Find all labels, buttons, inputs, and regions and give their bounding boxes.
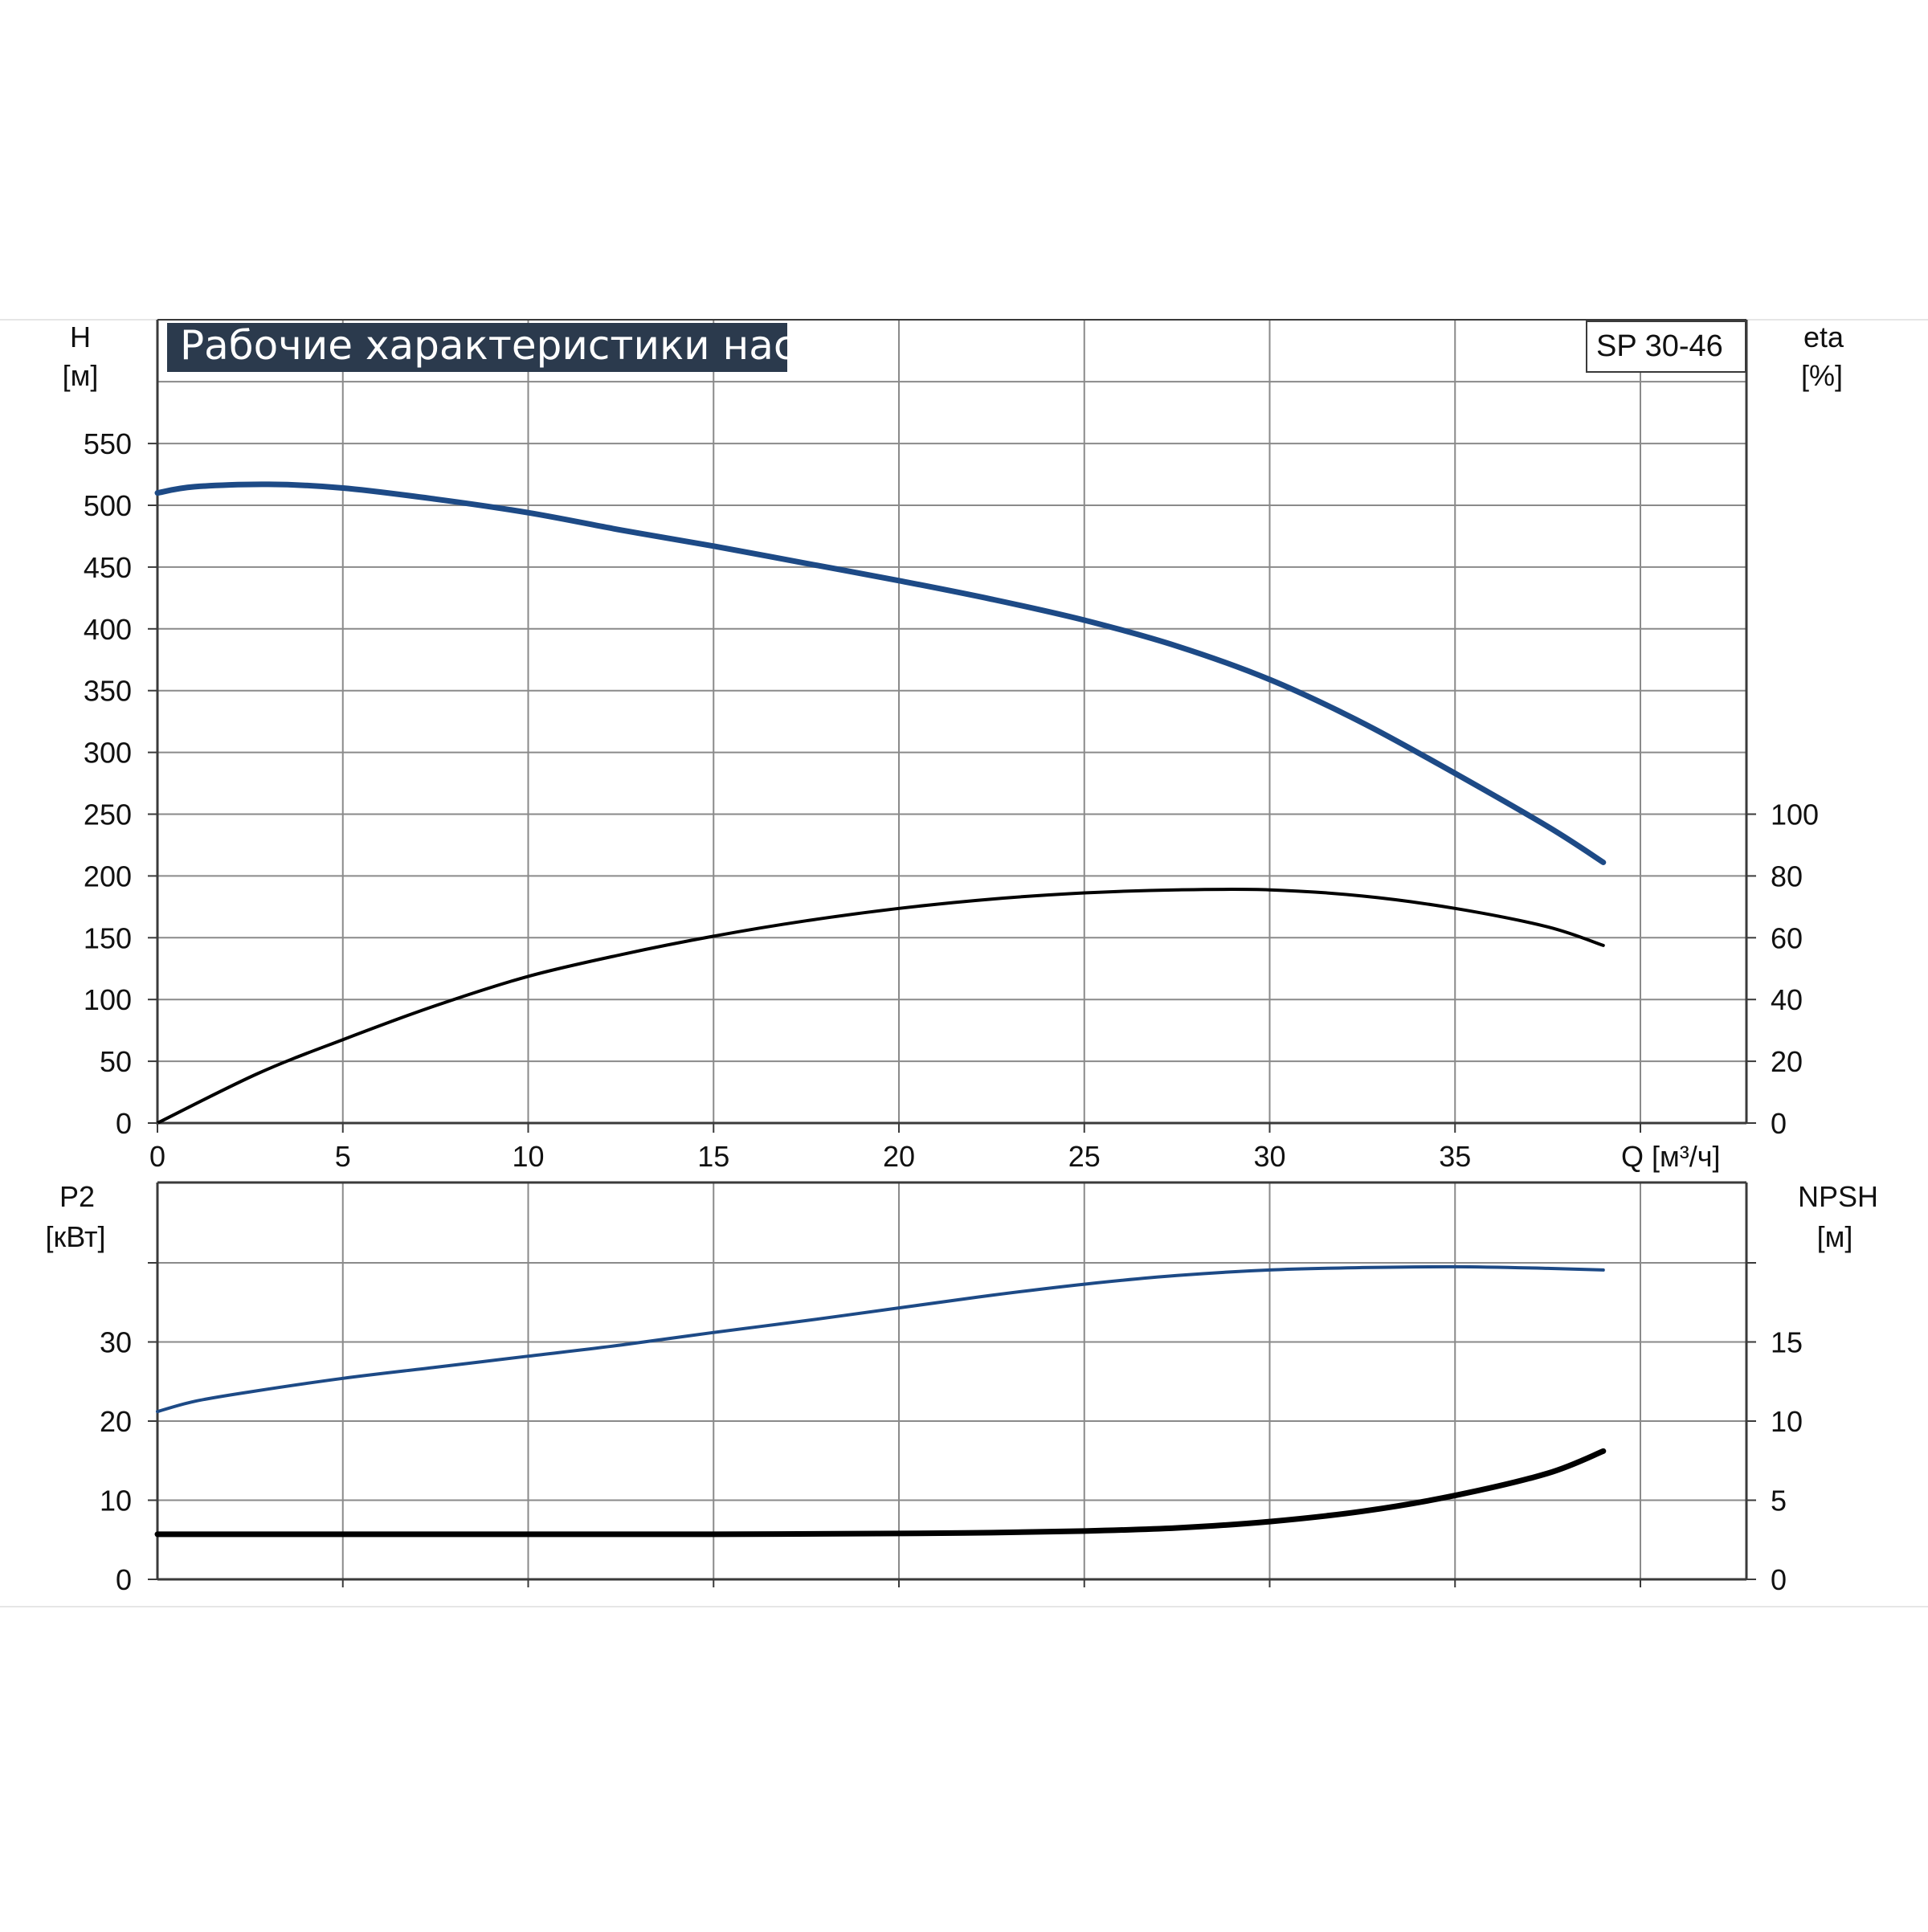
x-tick-label: 5 (335, 1140, 351, 1173)
axes-labels: 0501001502002503003504004505005500204060… (45, 321, 1878, 1596)
y-right-tick-label: 80 (1771, 860, 1803, 892)
y-right-tick-label: 20 (1771, 1045, 1803, 1078)
y-right-tick-label: 0 (1771, 1107, 1787, 1140)
x-tick-label: 30 (1253, 1140, 1285, 1173)
series-P2-line (156, 1264, 1605, 1414)
x-tick-label: 25 (1068, 1140, 1101, 1173)
x-axis-label: Q [м³/ч] (1621, 1140, 1721, 1173)
title-background (167, 323, 787, 372)
x-tick-label: 15 (697, 1140, 729, 1173)
x-tick-label: 35 (1439, 1140, 1471, 1173)
y-left-axis-label: P2 (59, 1180, 95, 1213)
y-right-tick-label: 15 (1771, 1326, 1803, 1359)
series-eta-line (156, 887, 1605, 1125)
model-label: SP 30-46 (1596, 329, 1723, 363)
y-left-tick-label: 100 (84, 983, 132, 1016)
y-left-tick-label: 30 (100, 1326, 132, 1359)
y-left-axis-unit: [кВт] (45, 1220, 105, 1253)
y-right-tick-label: 0 (1771, 1563, 1787, 1596)
series-NPSH-line (154, 1448, 1607, 1538)
y-left-tick-label: 50 (100, 1045, 132, 1078)
y-right-tick-label: 100 (1771, 799, 1819, 831)
y-right-axis-label: NPSH (1798, 1180, 1878, 1213)
chart-title: Рабочие характеристики насоса (180, 322, 867, 369)
y-left-tick-label: 350 (84, 675, 132, 708)
y-right-axis-label: eta (1803, 321, 1844, 353)
y-left-axis-unit: [м] (63, 359, 99, 392)
y-right-tick-label: 5 (1771, 1485, 1787, 1517)
y-left-tick-label: 250 (84, 799, 132, 831)
x-tick-label: 20 (883, 1140, 915, 1173)
y-left-tick-label: 500 (84, 489, 132, 522)
y-right-axis-unit: [%] (1801, 359, 1843, 392)
y-right-tick-label: 60 (1771, 921, 1803, 954)
y-left-tick-label: 150 (84, 921, 132, 954)
y-left-tick-label: 0 (116, 1563, 132, 1596)
y-left-axis-label: H (70, 321, 91, 353)
y-left-tick-label: 550 (84, 427, 132, 460)
y-left-tick-label: 400 (84, 613, 132, 646)
x-tick-label: 0 (149, 1140, 165, 1173)
y-right-axis-unit: [м] (1817, 1220, 1853, 1253)
lower-series (154, 1264, 1607, 1538)
y-right-tick-label: 10 (1771, 1405, 1803, 1438)
y-left-tick-label: 450 (84, 551, 132, 584)
title-group: Рабочие характеристики насоса SP 30-46 (167, 321, 1746, 373)
y-right-tick-label: 40 (1771, 983, 1803, 1016)
x-tick-label: 10 (512, 1140, 544, 1173)
lower-grid (156, 1181, 1748, 1587)
y-left-tick-label: 0 (116, 1107, 132, 1140)
y-left-tick-label: 10 (100, 1485, 132, 1517)
series-H-line (154, 481, 1607, 865)
y-left-tick-label: 20 (100, 1405, 132, 1438)
upper-grid (156, 319, 1748, 1125)
model-box (1586, 321, 1746, 373)
upper-series (154, 481, 1607, 1125)
y-left-tick-label: 300 (84, 737, 132, 770)
y-left-tick-label: 200 (84, 860, 132, 892)
